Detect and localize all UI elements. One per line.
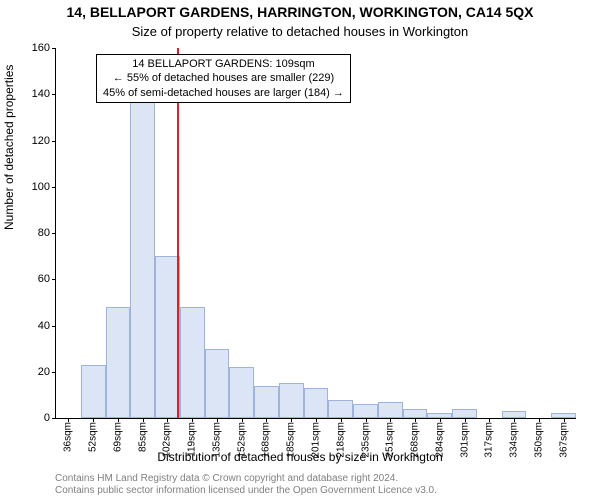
y-tick-mark (52, 372, 56, 373)
chart-title: 14, BELLAPORT GARDENS, HARRINGTON, WORKI… (0, 4, 600, 20)
y-tick-mark (52, 141, 56, 142)
y-tick-mark (52, 94, 56, 95)
footer-copyright: Contains HM Land Registry data © Crown c… (55, 473, 398, 484)
histogram-bar (106, 307, 131, 418)
histogram-bar (254, 386, 279, 418)
histogram-bar (452, 409, 477, 418)
histogram-bar (378, 402, 403, 418)
histogram-bar (403, 409, 428, 418)
y-tick-mark (52, 326, 56, 327)
histogram-bar (328, 400, 353, 419)
y-tick-mark (52, 233, 56, 234)
x-axis-label: Distribution of detached houses by size … (0, 450, 600, 464)
chart-subtitle: Size of property relative to detached ho… (0, 24, 600, 39)
y-tick-mark (52, 187, 56, 188)
x-tick-label: 85sqm (137, 422, 148, 452)
annotation-box: 14 BELLAPORT GARDENS: 109sqm ← 55% of de… (96, 54, 351, 103)
histogram-bar (279, 383, 304, 418)
plot-area: 02040608010012014016036sqm52sqm69sqm85sq… (55, 48, 576, 419)
x-tick-label: 69sqm (112, 422, 123, 452)
annotation-line-3: 45% of semi-detached houses are larger (… (103, 86, 344, 100)
footer-licence: Contains public sector information licen… (55, 485, 437, 496)
y-tick-mark (52, 279, 56, 280)
histogram-bar (205, 349, 230, 418)
histogram-bar (353, 404, 378, 418)
reference-line (177, 48, 179, 418)
x-tick-label: 36sqm (63, 422, 74, 452)
annotation-line-2: ← 55% of detached houses are smaller (22… (103, 71, 344, 85)
histogram-bar (130, 94, 155, 418)
y-tick-mark (52, 48, 56, 49)
annotation-line-1: 14 BELLAPORT GARDENS: 109sqm (103, 57, 344, 71)
histogram-bar (81, 365, 106, 418)
x-tick-label: 52sqm (88, 422, 99, 452)
histogram-bar (304, 388, 329, 418)
histogram-bar (502, 411, 527, 418)
histogram-bar (155, 256, 180, 418)
y-tick-mark (52, 418, 56, 419)
y-axis-label: Number of detached properties (2, 65, 16, 230)
histogram-bar (180, 307, 205, 418)
histogram-bar (229, 367, 254, 418)
